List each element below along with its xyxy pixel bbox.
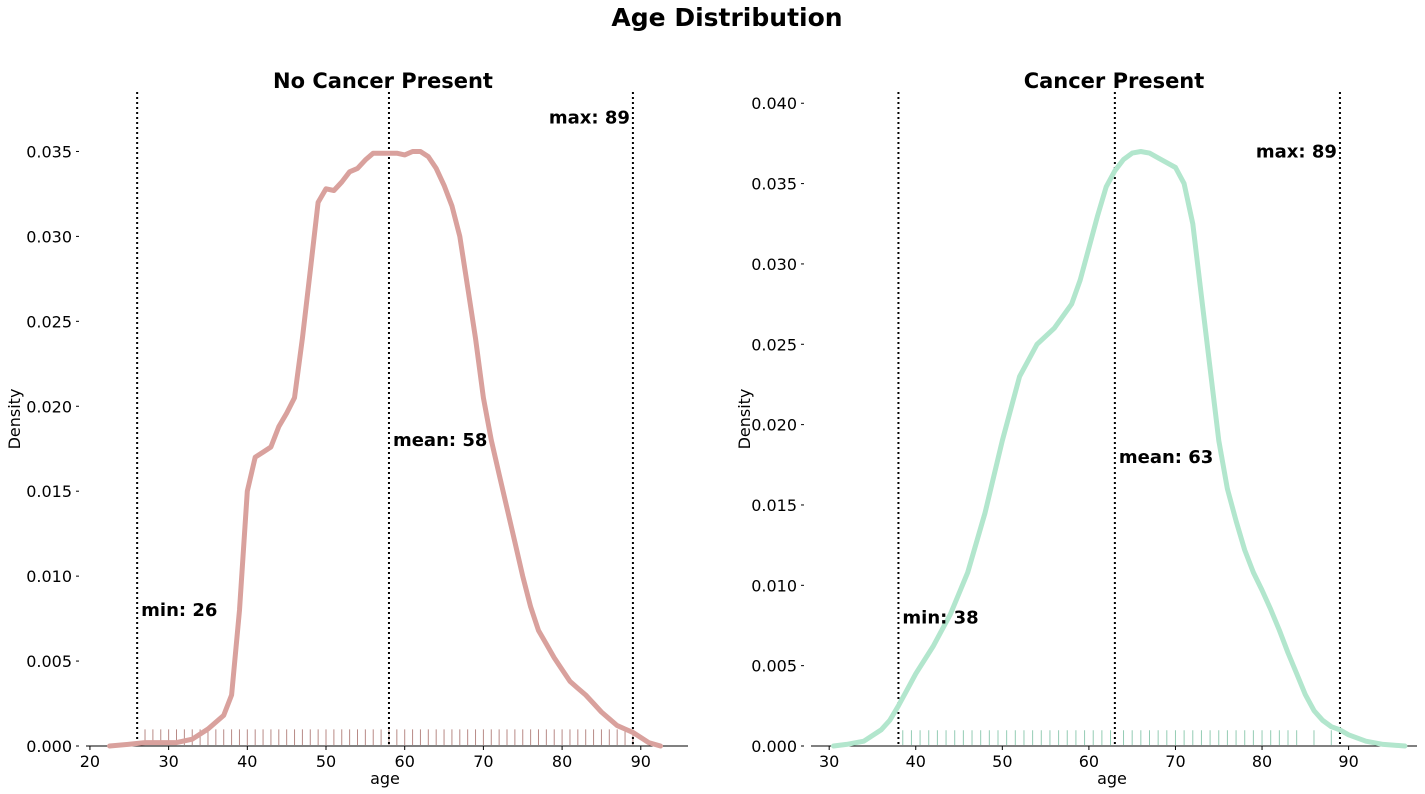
x-tick-label: 70 [473,752,493,771]
y-tick-label: 0.025 [26,312,72,331]
x-tick-label: 60 [1079,752,1099,771]
x-tick-label: 40 [237,752,257,771]
x-tick-label: 80 [552,752,572,771]
density-line [107,149,663,749]
y-tick-label: 0.015 [26,482,72,501]
y-tick-label: 0.010 [751,576,797,595]
y-axis-label: Density [735,389,754,450]
x-tick-label: 70 [1165,752,1185,771]
panel-title: Cancer Present [1024,69,1205,93]
x-axis-label: age [370,769,400,788]
x-tick-label: 30 [819,752,839,771]
y-tick-label: 0.020 [26,397,72,416]
x-tick-label: 50 [992,752,1012,771]
x-tick-label: 80 [1252,752,1272,771]
panel-title: No Cancer Present [273,69,493,93]
reference-line-label: min: 26 [141,600,217,621]
y-tick-label: 0.035 [751,175,797,194]
y-tick-label: 0.040 [751,94,797,113]
x-axis-label: age [1097,769,1127,788]
y-tick-label: 0.030 [751,255,797,274]
y-tick-label: 0.035 [26,142,72,161]
y-tick-label: 0.005 [26,652,72,671]
y-tick-label: 0.000 [751,737,797,756]
reference-line-label: max: 89 [549,107,630,128]
x-tick-label: 20 [80,752,100,771]
reference-line-label: mean: 58 [393,430,487,451]
panel-no-cancer: No Cancer Present 20 30 40 50 60 70 80 90 0.000 0.… [5,69,688,788]
reference-line-label: mean: 63 [1119,447,1213,468]
density-line [831,149,1408,749]
reference-line-label: min: 38 [902,607,978,628]
x-tick-label: 90 [1338,752,1358,771]
figure-title: Age Distribution [611,3,842,32]
panel-cancer: Cancer Present 30 40 50 60 70 80 90 0.000 0.005 0.… [735,69,1417,788]
reference-line-label: max: 89 [1256,141,1337,162]
y-tick-label: 0.005 [751,657,797,676]
x-tick-label: 60 [395,752,415,771]
y-axis-label: Density [5,389,24,450]
y-tick-label: 0.030 [26,227,72,246]
x-tick-label: 50 [316,752,336,771]
x-tick-label: 30 [158,752,178,771]
x-tick-label: 90 [631,752,651,771]
x-tick-label: 40 [906,752,926,771]
y-tick-label: 0.010 [26,567,72,586]
y-tick-label: 0.020 [751,416,797,435]
y-tick-label: 0.025 [751,335,797,354]
y-tick-label: 0.015 [751,496,797,515]
y-tick-label: 0.000 [26,737,72,756]
